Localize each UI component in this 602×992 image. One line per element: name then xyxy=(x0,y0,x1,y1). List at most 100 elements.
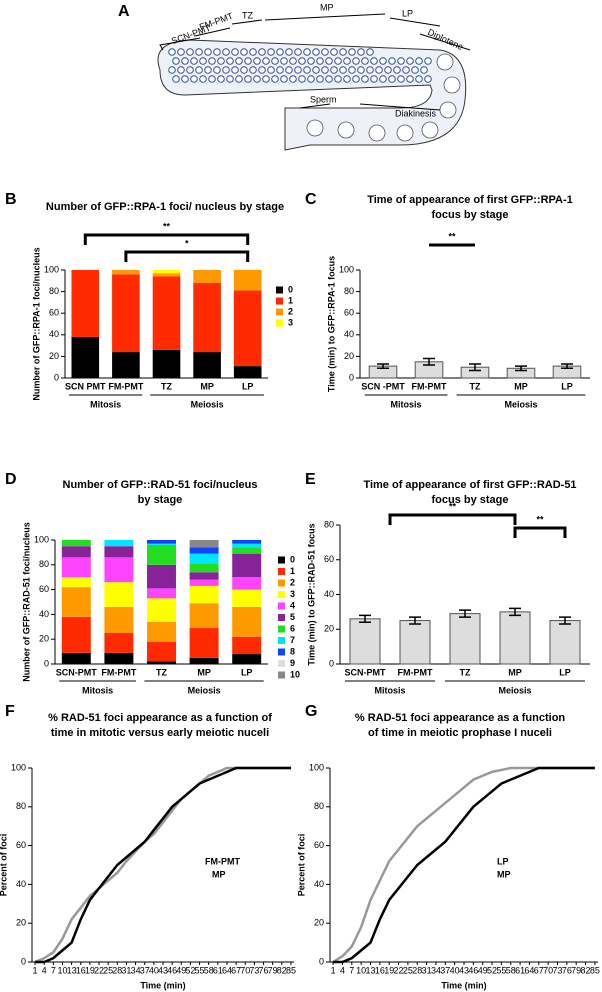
nucleus xyxy=(276,48,284,56)
x-tick-label: 70 xyxy=(240,965,250,975)
nucleus xyxy=(370,75,378,83)
nucleus xyxy=(357,66,365,74)
x-tick-label: 25 xyxy=(103,965,113,975)
y-tick-label: 80 xyxy=(39,559,49,569)
legend-label: 7 xyxy=(290,635,295,645)
x-tick-label: 49 xyxy=(176,965,186,975)
bar-segment xyxy=(233,270,262,291)
nucleus xyxy=(325,75,333,83)
chart-title: focus by stage xyxy=(431,494,508,506)
group-label: Meiosis xyxy=(188,685,221,695)
panel-label: F xyxy=(5,703,15,720)
nucleus xyxy=(208,75,216,83)
x-tick-label: 10 xyxy=(57,965,67,975)
nucleus xyxy=(397,57,405,65)
nucleus xyxy=(231,48,239,56)
x-tick-label: LP xyxy=(241,667,253,677)
nucleus xyxy=(307,75,315,83)
y-tick-label: 100 xyxy=(339,264,354,274)
error-bar xyxy=(359,614,371,624)
nucleus xyxy=(181,57,189,65)
y-tick-label: 100 xyxy=(44,264,59,274)
x-tick-label: 76 xyxy=(259,965,269,975)
x-tick-label: 13 xyxy=(67,965,77,975)
nucleus xyxy=(280,57,288,65)
nucleus xyxy=(312,66,320,74)
x-tick-label: 52 xyxy=(185,965,195,975)
x-tick-label: 10 xyxy=(356,965,366,975)
chart-title: Time of appearance of first GFP::RPA-1 xyxy=(367,194,573,206)
y-tick-label: 60 xyxy=(16,840,26,850)
panel-label: D xyxy=(5,471,17,488)
nucleus xyxy=(348,66,356,74)
y-tick-label: 80 xyxy=(314,801,324,811)
legend-swatch xyxy=(276,319,283,327)
x-tick-label: 16 xyxy=(375,965,385,975)
bar-segment xyxy=(232,553,262,578)
nucleus xyxy=(244,57,252,65)
bar-segment xyxy=(232,654,262,664)
nucleus xyxy=(366,66,374,74)
nucleus xyxy=(325,57,333,65)
chart-title: of time in meiotic prophase I nuceli xyxy=(368,727,552,739)
nucleus xyxy=(190,75,198,83)
nucleus xyxy=(357,48,365,56)
bar-segment xyxy=(147,621,176,642)
nucleus xyxy=(343,75,351,83)
x-tick-label: 43 xyxy=(158,965,168,975)
significance-bracket xyxy=(83,233,250,245)
x-tick-label: 79 xyxy=(268,965,278,975)
x-tick-label: FM-PMT xyxy=(398,667,433,677)
panel-label: B xyxy=(5,191,17,208)
nucleus xyxy=(199,57,207,65)
nucleus xyxy=(285,66,293,74)
nucleus xyxy=(361,75,369,83)
x-tick-label: 4 xyxy=(42,965,47,975)
x-tick-label: 40 xyxy=(149,965,159,975)
nucleus xyxy=(352,75,360,83)
legend-label: 0 xyxy=(290,554,295,564)
nucleus xyxy=(195,48,203,56)
nucleus xyxy=(370,57,378,65)
nucleus xyxy=(421,121,439,139)
legend-swatch xyxy=(276,286,283,294)
nucleus xyxy=(249,48,257,56)
legend-swatch xyxy=(276,297,283,305)
legend-swatch xyxy=(278,671,285,679)
nucleus xyxy=(168,66,176,74)
panel-label: C xyxy=(305,191,317,208)
nucleus xyxy=(316,57,324,65)
legend-label: MP xyxy=(497,869,511,879)
y-tick-label: 60 xyxy=(324,554,334,564)
nucleus xyxy=(420,66,428,74)
x-tick-label: 79 xyxy=(571,965,581,975)
bar-segment xyxy=(104,606,134,633)
legend-swatch xyxy=(278,625,285,633)
nucleus xyxy=(267,66,275,74)
nucleus xyxy=(339,48,347,56)
y-tick-label: 0 xyxy=(329,658,334,668)
stage-label: Diakinesis xyxy=(395,108,437,118)
x-tick-label: 16 xyxy=(76,965,86,975)
x-tick-label: 55 xyxy=(496,965,506,975)
bar xyxy=(549,620,581,665)
error-bar xyxy=(559,616,571,625)
bar-segment xyxy=(147,544,176,565)
x-tick-label: 58 xyxy=(204,965,214,975)
nucleus xyxy=(271,57,279,65)
error-bar xyxy=(423,357,435,366)
y-tick-label: 100 xyxy=(309,762,324,772)
nucleus xyxy=(379,75,387,83)
bar-segment xyxy=(61,540,91,547)
legend-swatch xyxy=(278,568,285,575)
nucleus xyxy=(240,48,248,56)
x-tick-label: 37 xyxy=(140,965,150,975)
error-bar xyxy=(377,363,389,370)
error-bar xyxy=(561,363,573,370)
nucleus xyxy=(321,66,329,74)
nucleus xyxy=(253,75,261,83)
nucleus xyxy=(415,57,423,65)
x-tick-label: SCN-PMT xyxy=(345,667,386,677)
nucleus xyxy=(298,75,306,83)
legend-label: FM-PMT xyxy=(205,856,240,866)
